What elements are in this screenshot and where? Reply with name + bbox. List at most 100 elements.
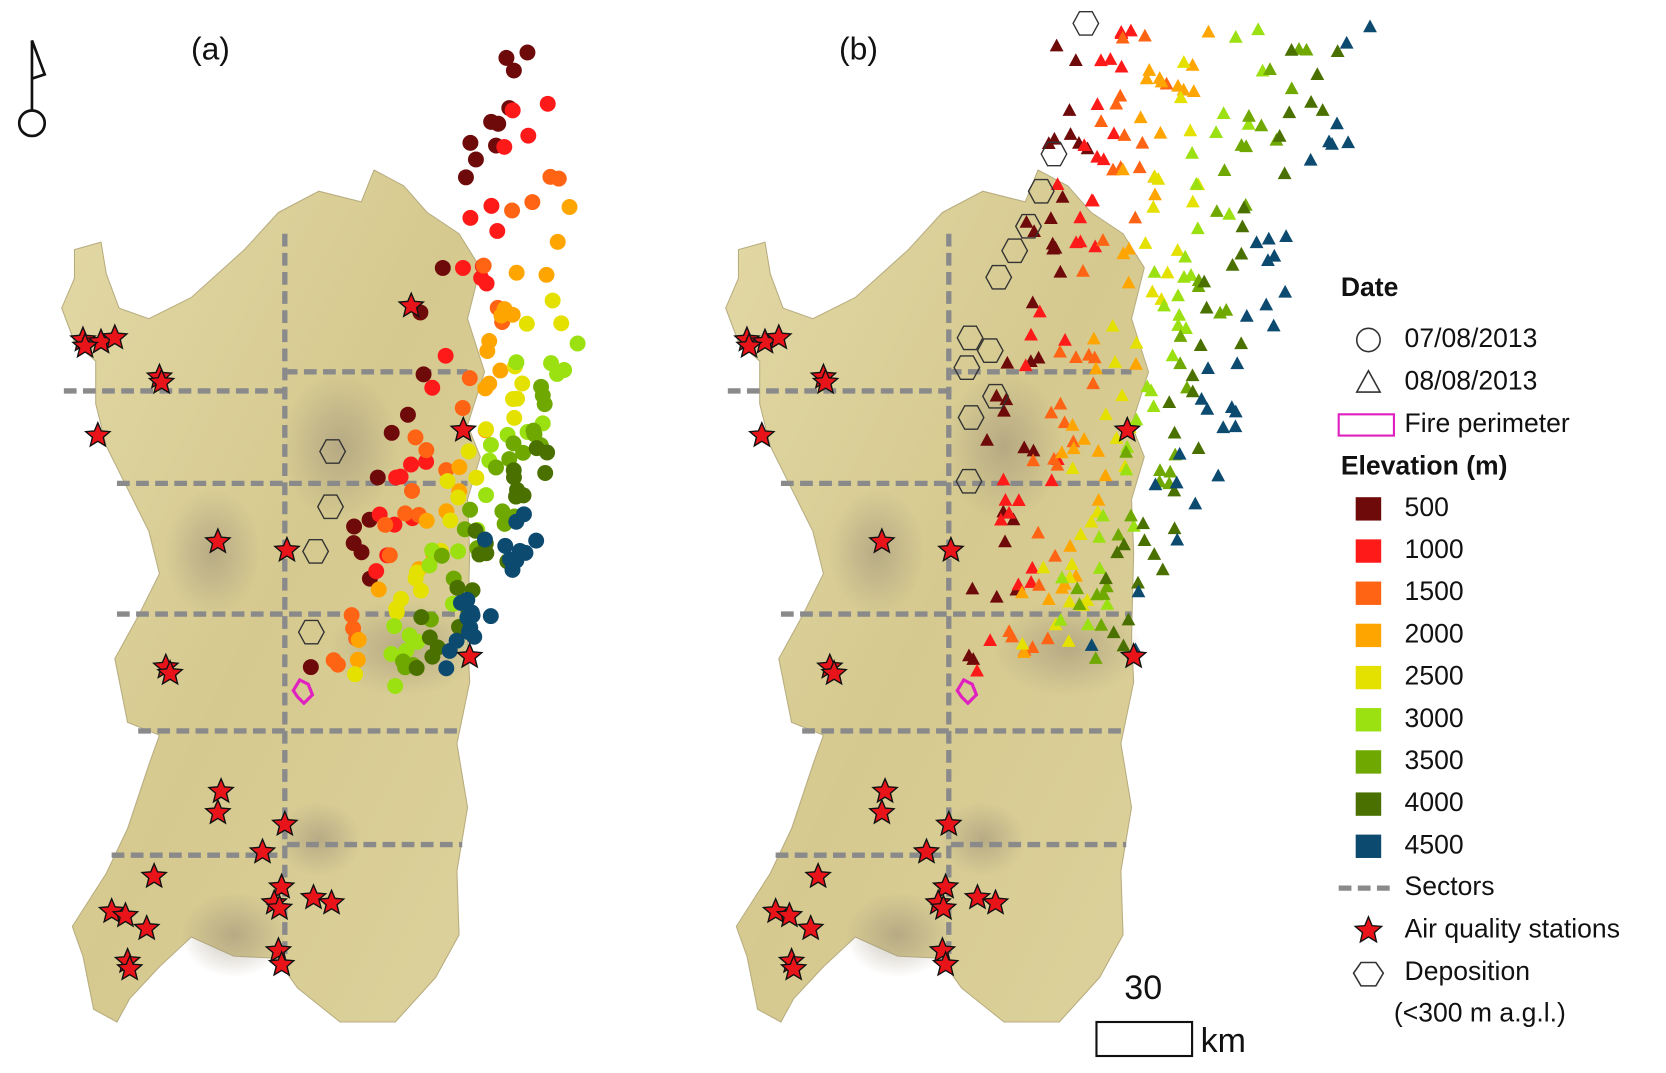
trajectory-point [1176, 55, 1191, 68]
trajectory-point [343, 607, 360, 624]
trajectory-point [1091, 443, 1106, 457]
station [449, 415, 478, 443]
station [207, 776, 235, 804]
marks [69, 10, 1377, 981]
trajectory-point [1172, 307, 1187, 321]
trajectory-point [1171, 288, 1185, 302]
trajectory-point [1005, 629, 1019, 643]
trajectory-point [418, 442, 435, 459]
station [931, 872, 960, 899]
station [1113, 415, 1142, 443]
trajectory-point [1057, 415, 1072, 429]
station [317, 888, 346, 915]
trajectory-point [1031, 350, 1046, 364]
trajectory-point [1092, 561, 1107, 574]
trajectory-point [1106, 126, 1121, 140]
trajectory-point [1055, 570, 1069, 584]
trajectory-point [1081, 617, 1095, 631]
trajectory-point [347, 666, 364, 683]
trajectory-point [454, 399, 471, 416]
trajectory-point [1089, 361, 1103, 375]
trajectory-point [1087, 350, 1102, 364]
trajectory-point [528, 532, 545, 549]
station [204, 798, 232, 825]
trajectory-point [1054, 445, 1069, 459]
trajectory-point [1094, 617, 1109, 631]
trajectory-point [1197, 274, 1212, 288]
trajectory-point [553, 315, 570, 332]
trajectory-point [1053, 344, 1067, 358]
trajectory-point [395, 653, 412, 670]
trajectory-point [452, 594, 469, 611]
trajectory-point [1234, 336, 1249, 350]
trajectory-point [1228, 29, 1243, 43]
trajectory-point [475, 257, 492, 274]
trajectory-point [493, 307, 510, 324]
trajectory-point [461, 370, 478, 387]
trajectory-point [1185, 384, 1200, 398]
trajectory-point [1109, 96, 1124, 110]
trajectory-point [1122, 241, 1136, 255]
trajectory-point [1179, 321, 1193, 335]
trajectory-point [515, 487, 532, 504]
trajectory-point [434, 259, 451, 276]
trajectory-point [349, 651, 366, 668]
trajectory-point [1124, 508, 1138, 522]
legend-swatch [1355, 539, 1382, 563]
trajectory-point [1137, 533, 1152, 547]
trajectory-point [1119, 445, 1134, 458]
trajectory-point [1239, 308, 1254, 322]
trajectory-point [377, 516, 394, 533]
trajectory-point [998, 493, 1013, 506]
legend-symbol [1355, 327, 1381, 353]
trajectory-point [1209, 204, 1224, 217]
trajectory-point [1154, 74, 1169, 88]
north-arrow [17, 39, 47, 138]
trajectory-point [1278, 284, 1293, 298]
trajectory-point [387, 678, 404, 694]
trajectory-point [1146, 399, 1161, 412]
trajectory-point [505, 462, 522, 479]
trajectory-point [1129, 412, 1144, 426]
trajectory-point [490, 115, 507, 132]
trajectory-point [492, 362, 509, 379]
trajectory-point [478, 275, 495, 292]
trajectory-point [536, 396, 553, 413]
trajectory-point [462, 619, 479, 636]
legend-swatch [1355, 623, 1382, 648]
trajectory-point [1148, 477, 1163, 491]
trajectory-point [1018, 358, 1033, 372]
trajectory-point [353, 544, 370, 561]
trajectory-point [1225, 257, 1240, 271]
trajectory-point [1053, 264, 1068, 278]
trajectory-point [1086, 331, 1101, 345]
trajectory-point [455, 259, 471, 276]
station [455, 642, 484, 669]
trajectory-point [1015, 585, 1029, 599]
trajectory-point [996, 472, 1011, 486]
legend-label: 07/08/2013 [1405, 323, 1538, 353]
trajectory-point [457, 169, 474, 186]
trajectory-point [451, 459, 468, 476]
trajectory-point [561, 198, 578, 215]
trajectory-point [1053, 396, 1068, 410]
trajectory-point [1284, 43, 1299, 56]
trajectory-point [1044, 405, 1059, 419]
deposition-marker [985, 264, 1013, 290]
deposition-marker [955, 468, 983, 494]
trajectory-point [989, 589, 1004, 603]
trajectory-point [980, 433, 994, 446]
trajectory-point [1199, 300, 1214, 314]
trajectory-point [1133, 110, 1148, 124]
legend-symbol [1352, 961, 1385, 987]
trajectory-point [1183, 123, 1198, 137]
legend-label: 4000 [1405, 787, 1464, 817]
trajectory-point [1084, 514, 1099, 528]
trajectory-point [1123, 23, 1138, 37]
trajectory-point [407, 429, 424, 446]
trajectory-point [1160, 265, 1175, 279]
trajectory-point [1058, 332, 1072, 346]
trajectory-point [1032, 304, 1047, 318]
legend-title: Date [1341, 272, 1399, 302]
